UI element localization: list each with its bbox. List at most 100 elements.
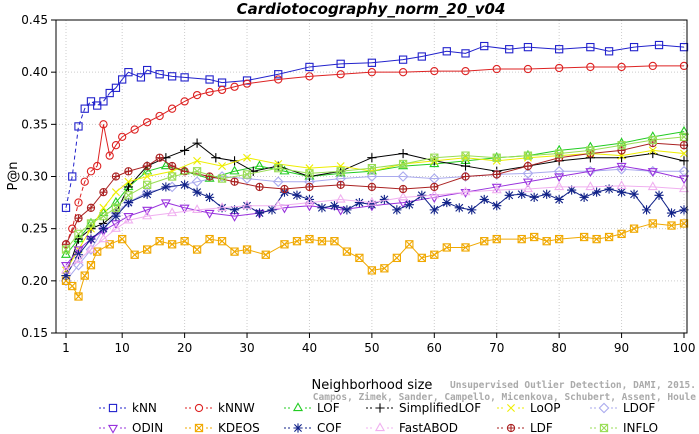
point-shape [442, 243, 451, 252]
data-point [667, 221, 676, 230]
point-shape [461, 243, 470, 252]
data-point [274, 75, 283, 84]
data-point [604, 232, 614, 242]
point-shape [629, 224, 639, 233]
data-point [505, 45, 514, 54]
point-shape [355, 253, 364, 262]
data-point [530, 232, 539, 242]
data-point [272, 176, 284, 188]
data-point [167, 207, 178, 217]
point-shape [193, 167, 202, 176]
point-shape [242, 245, 252, 254]
y-axis-label: P@n [6, 161, 21, 190]
data-point [93, 161, 102, 171]
point-shape [368, 183, 376, 191]
point-shape [430, 250, 439, 259]
point-shape [617, 229, 626, 238]
data-point [217, 174, 227, 183]
data-point [155, 111, 164, 121]
point-shape [217, 174, 227, 183]
data-point [366, 196, 377, 206]
x-tick-label: 80 [552, 341, 567, 355]
data-point [379, 194, 389, 205]
point-shape [124, 167, 133, 175]
data-point [217, 85, 227, 95]
data-point [99, 187, 108, 197]
data-point [73, 246, 84, 256]
y-tick-label: 0.40 [21, 65, 48, 79]
data-point [554, 194, 564, 205]
legend-item-kdeos: KDEOS [185, 421, 260, 434]
data-point [180, 145, 190, 156]
point-shape [367, 266, 377, 275]
point-shape [305, 169, 314, 178]
point-shape [430, 153, 439, 162]
data-point [442, 197, 452, 208]
point-shape [580, 233, 589, 242]
data-point [280, 184, 289, 194]
data-point [254, 160, 265, 170]
data-point [442, 47, 451, 56]
data-point [317, 203, 327, 213]
data-point [111, 172, 121, 181]
data-point [598, 402, 610, 414]
point-shape [74, 229, 83, 238]
data-point [180, 73, 189, 82]
data-point [616, 163, 627, 175]
point-shape [155, 237, 164, 246]
point-shape [461, 172, 470, 181]
data-point [68, 172, 77, 181]
legend-label: SimplifiedLOF [399, 401, 481, 415]
watermark-line-1: Unsupervised Outlier Detection, DAMI, 20… [450, 380, 696, 391]
point-shape [205, 234, 214, 244]
point-shape [167, 240, 177, 249]
point-shape [193, 245, 202, 254]
data-point [98, 223, 109, 235]
data-point [305, 62, 314, 72]
point-shape [168, 172, 177, 181]
legend-item-ldof: LDOF [590, 401, 655, 415]
point-shape [492, 153, 501, 162]
data-point [398, 160, 409, 170]
point-shape [111, 203, 120, 212]
legend-item-odin: ODIN [99, 421, 163, 434]
point-shape [336, 167, 345, 176]
point-shape [617, 141, 626, 150]
data-point [460, 189, 471, 198]
data-point [86, 219, 96, 228]
point-shape [461, 151, 470, 160]
point-shape [99, 211, 108, 221]
legend: kNN kNNW LOF SimplifiedLOF LoOP LDOF ODIN KDEOS… [99, 401, 658, 434]
data-point [647, 181, 658, 191]
data-point [648, 61, 657, 71]
point-shape [480, 237, 489, 246]
point-shape [218, 237, 227, 246]
data-point [143, 245, 152, 254]
data-point [461, 243, 470, 252]
point-shape [192, 167, 202, 176]
data-point [604, 47, 614, 56]
data-point [467, 205, 477, 215]
series-line [65, 131, 685, 256]
data-point [111, 188, 120, 197]
series-line [65, 185, 685, 271]
data-point [230, 247, 239, 256]
point-shape [367, 266, 376, 275]
point-shape [399, 159, 408, 168]
watermark-line-2: Campos, Zimek, Sander, Campello, Micenko… [313, 392, 696, 403]
data-point [192, 138, 202, 148]
data-point [592, 187, 602, 197]
point-shape [667, 221, 676, 230]
data-point [143, 65, 152, 75]
data-point [167, 240, 177, 249]
point-shape [280, 240, 289, 249]
legend-label: LOF [317, 401, 340, 415]
data-point [74, 229, 83, 239]
data-point [74, 292, 83, 301]
point-shape [680, 141, 688, 149]
data-point [110, 220, 121, 230]
y-tick-label: 0.15 [21, 326, 48, 340]
data-point [354, 197, 364, 208]
point-shape [342, 247, 352, 256]
x-tick-label: 70 [489, 341, 504, 355]
